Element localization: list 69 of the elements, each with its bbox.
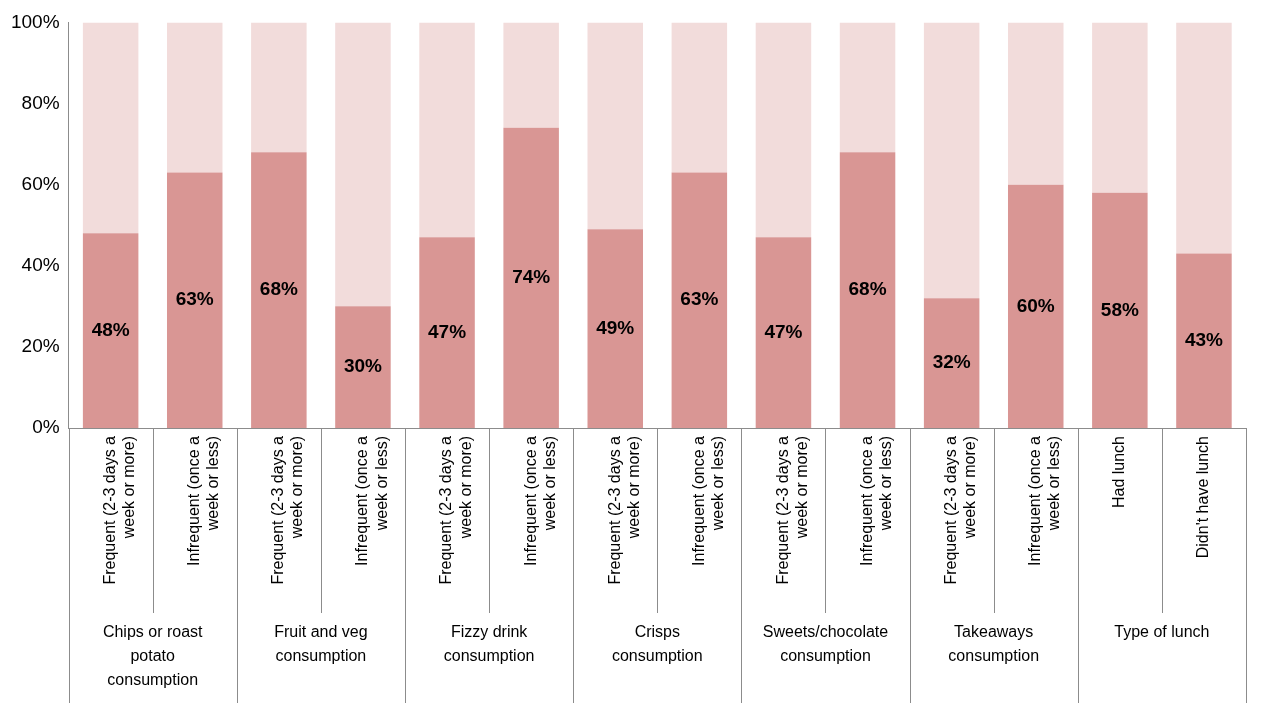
bar [587,229,643,428]
bar [1092,192,1148,428]
bar [166,172,223,428]
text: Crisps consumption [611,623,703,665]
bar [755,237,812,428]
bar [923,22,980,299]
y-tick-label: 0% [32,416,60,438]
bar [1176,22,1232,254]
data-label: 63% [175,288,214,310]
data-label: 68% [259,278,298,300]
bar [503,22,559,128]
x-tick-label: Frequent (2-3 days a week or more) [269,435,306,585]
y-tick-label: 80% [21,91,60,113]
bar [419,22,475,238]
bar [671,172,728,428]
y-tick-label: 20% [21,335,60,357]
data-label: 63% [680,288,719,310]
x-tick-label: Infrequent (once a week or less) [1026,435,1063,566]
x-tick-label: Frequent (2-3 days a week or more) [101,435,138,585]
data-label: 74% [512,266,551,288]
text: Takeaways consumption [948,623,1040,665]
bar [1092,22,1148,193]
bar [1008,184,1064,428]
bar [335,306,391,428]
data-label: 47% [428,320,467,342]
bar [82,233,139,428]
x-tick-label: Infrequent (once a week or less) [353,435,390,566]
text: Fizzy drink consumption [443,623,535,665]
data-label: 49% [596,316,635,338]
x-tick-label: Frequent (2-3 days a week or more) [942,435,979,585]
bar [503,127,559,428]
bar [166,22,223,173]
data-label: 68% [848,278,887,300]
x-tick-label: Infrequent (once a week or less) [521,435,558,566]
x-tick-label: Had lunch [1110,436,1128,509]
data-label: 43% [1184,329,1224,351]
text: Type of lunch [1114,623,1210,641]
bar [251,152,307,428]
bar [82,22,139,234]
bar [251,22,307,153]
y-tick-label: 100% [10,10,60,32]
data-label: 32% [932,351,971,373]
bar [755,22,812,238]
text: Sweets/chocolate consumption [762,623,889,665]
bar [1176,253,1232,428]
x-tick-label: Didn't have lunch [1194,436,1212,559]
x-tick-label: Infrequent (once a week or less) [857,435,895,566]
x-tick-label: Infrequent (once a week or less) [689,435,726,566]
bar [587,22,643,230]
x-tick-label: Infrequent (once a week or less) [185,435,222,566]
y-tick-label: 60% [21,172,60,194]
data-label: 58% [1100,298,1139,320]
bar [671,22,728,173]
x-tick-label: Frequent (2-3 days a week or more) [437,435,474,585]
bar [1008,22,1064,185]
bar [839,22,896,153]
text: Fruit and veg consumption [274,623,368,665]
data-label: 60% [1016,294,1055,316]
data-label: 48% [91,318,130,340]
x-tick-label: Frequent (2-3 days a week or more) [773,435,811,585]
data-label: 30% [343,355,383,377]
x-tick-label: Frequent (2-3 days a week or more) [605,435,642,585]
data-label: 47% [764,320,803,342]
bar [923,298,980,428]
text: Chips or roast potato consumption [102,623,204,689]
bar [335,22,391,307]
bar [839,152,896,428]
y-tick-label: 40% [21,253,60,275]
bar [419,237,475,428]
